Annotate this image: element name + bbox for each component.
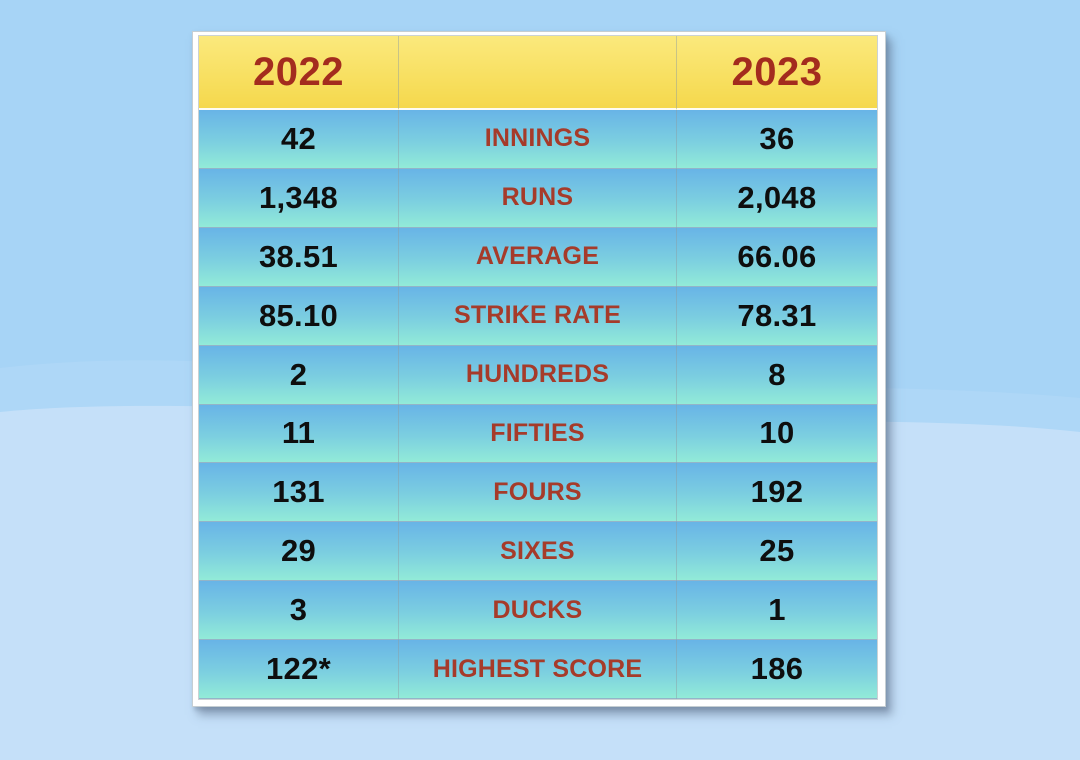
stat-value-2023-hundreds: 8	[676, 345, 877, 405]
stat-value-2022-ducks: 3	[199, 581, 399, 641]
stat-value-2023-innings: 36	[676, 110, 877, 169]
stat-label-hundreds: HUNDREDS	[399, 345, 677, 405]
stat-label-sixes: SIXES	[399, 522, 677, 582]
stat-value-2022-strike-rate: 85.10	[199, 286, 399, 346]
stat-label-fours: FOURS	[399, 463, 677, 523]
stat-label-highest-score: HIGHEST SCORE	[399, 640, 677, 699]
stat-label-fifties: FIFTIES	[399, 404, 677, 464]
stat-value-2023-fifties: 10	[676, 404, 877, 464]
year-2022-label: 2022	[253, 49, 344, 94]
stat-value-2023-sixes: 25	[676, 522, 877, 582]
year-2023-label: 2023	[731, 49, 823, 94]
stat-value-2023-strike-rate: 78.31	[676, 286, 877, 346]
stat-value-2022-highest-score: 122*	[199, 640, 399, 699]
stat-label-runs: RUNS	[399, 168, 677, 228]
stat-value-2023-highest-score: 186	[676, 640, 877, 699]
header-cell-blank	[399, 36, 677, 110]
stat-value-2022-hundreds: 2	[199, 345, 399, 405]
stat-value-2023-ducks: 1	[676, 581, 877, 641]
stat-label-innings: INNINGS	[399, 110, 677, 169]
stats-grid: 2022 2023 42 INNINGS 36 1,348 RUNS 2,048…	[198, 35, 878, 700]
header-cell-2023: 2023	[676, 36, 877, 110]
header-cell-2022: 2022	[199, 36, 399, 110]
stat-value-2022-innings: 42	[199, 110, 399, 169]
stat-label-strike-rate: STRIKE RATE	[399, 286, 677, 346]
stat-value-2022-fours: 131	[199, 463, 399, 523]
stats-table: 2022 2023 42 INNINGS 36 1,348 RUNS 2,048…	[192, 31, 886, 707]
stat-value-2023-fours: 192	[676, 463, 877, 523]
stat-value-2023-average: 66.06	[676, 227, 877, 287]
stat-label-average: AVERAGE	[399, 227, 677, 287]
stat-value-2022-average: 38.51	[199, 227, 399, 287]
stat-value-2022-fifties: 11	[199, 404, 399, 464]
stat-value-2022-sixes: 29	[199, 522, 399, 582]
stat-value-2023-runs: 2,048	[676, 168, 877, 228]
stat-label-ducks: DUCKS	[399, 581, 677, 641]
stat-value-2022-runs: 1,348	[199, 168, 399, 228]
